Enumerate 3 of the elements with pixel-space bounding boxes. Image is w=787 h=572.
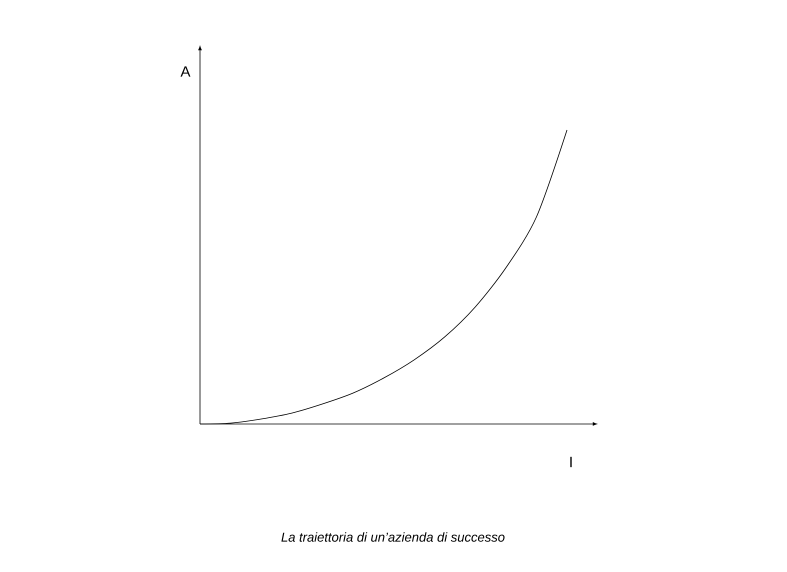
text: La traiettoria di un’azienda di successo bbox=[281, 532, 505, 542]
x-axis-title: I bbox=[570, 456, 572, 468]
y-axis-title: A bbox=[180, 66, 190, 77]
